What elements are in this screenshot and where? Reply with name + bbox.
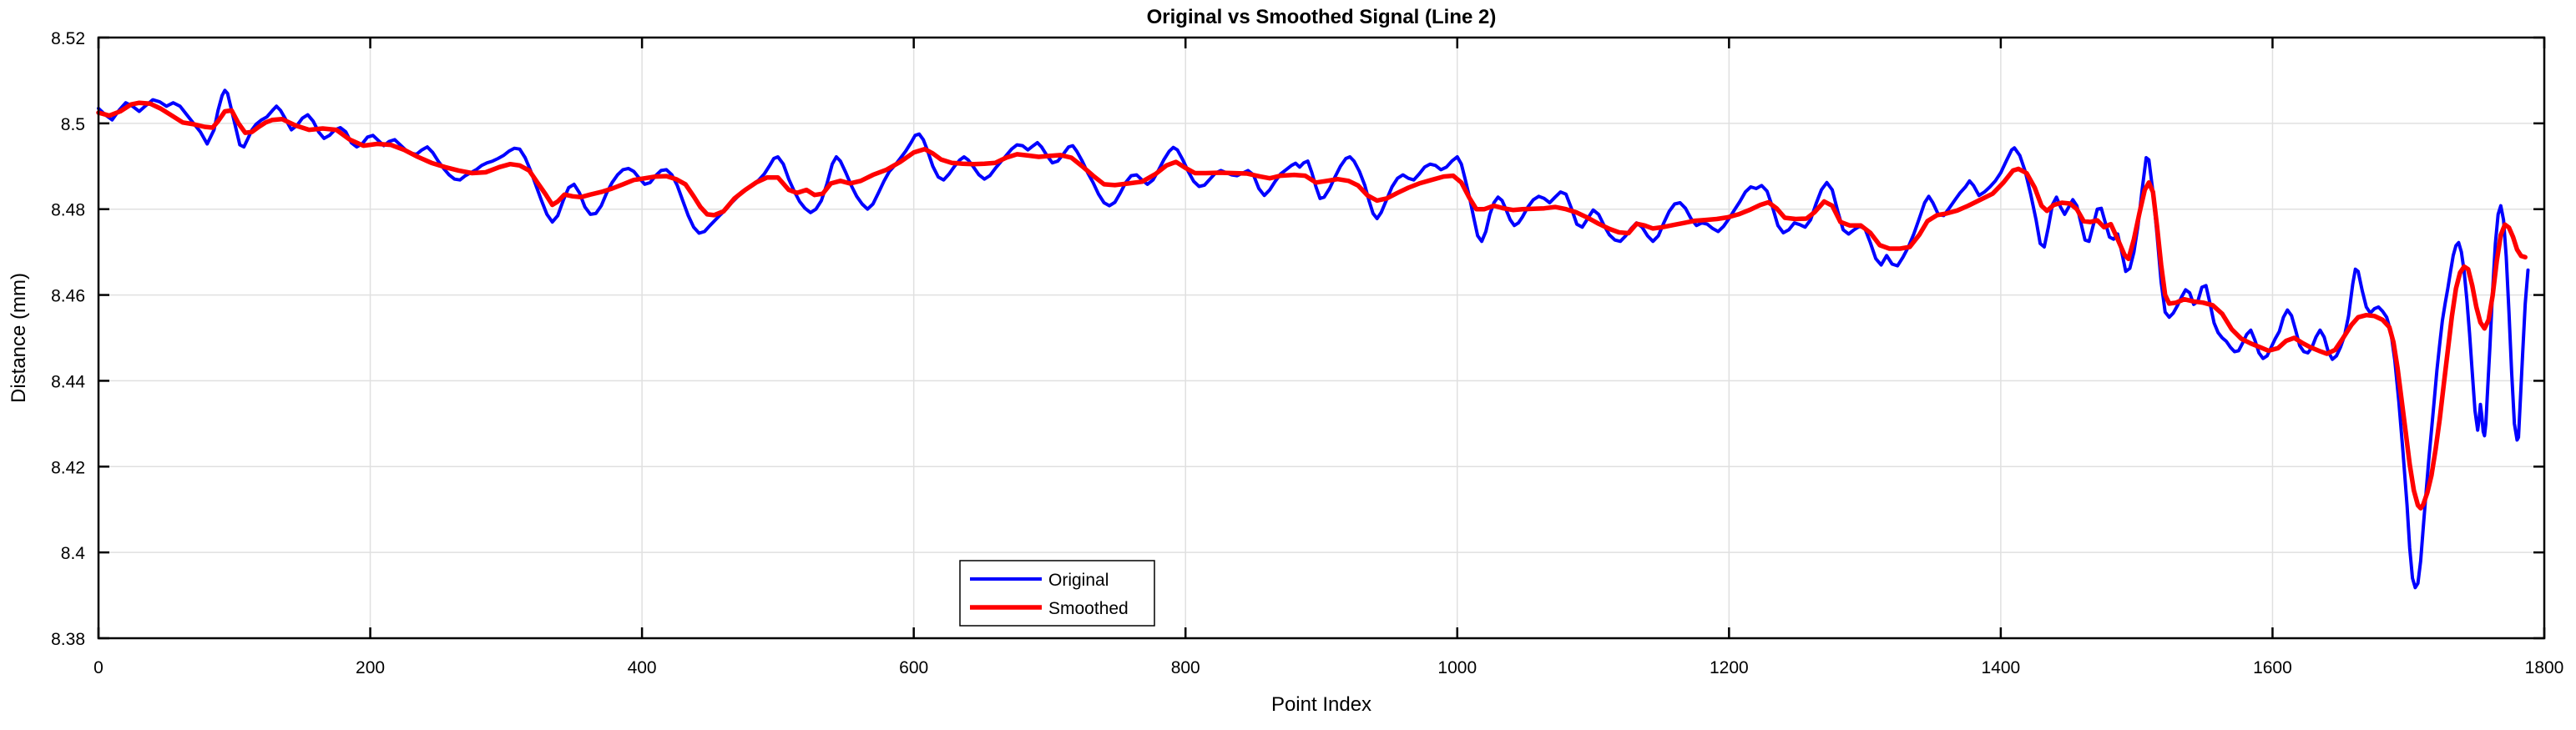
y-tick-label: 8.5 bbox=[61, 115, 85, 134]
x-tick-label: 0 bbox=[93, 658, 104, 677]
x-tick-label: 1800 bbox=[2525, 658, 2564, 677]
y-tick-label: 8.44 bbox=[51, 372, 85, 391]
y-tick-label: 8.48 bbox=[51, 201, 85, 220]
x-tick-label: 1200 bbox=[1710, 658, 1749, 677]
y-tick-label: 8.46 bbox=[51, 287, 85, 306]
legend: Original Smoothed bbox=[959, 560, 1155, 627]
y-tick-label: 8.52 bbox=[51, 29, 85, 48]
gridlines bbox=[98, 37, 2545, 639]
series-smoothed-line bbox=[96, 100, 2528, 511]
tick-labels: 0 200 400 600 800 1000 1200 1400 1600 1800 8.38 8.4… bbox=[51, 29, 2563, 677]
y-axis-label: Distance (mm) bbox=[8, 273, 30, 403]
x-tick-label: 400 bbox=[628, 658, 657, 677]
plot-frame bbox=[97, 36, 2546, 640]
chart-title: Original vs Smoothed Signal (Line 2) bbox=[1147, 6, 1497, 28]
legend-item-original: Original bbox=[970, 571, 1109, 590]
legend-item-smoothed: Smoothed bbox=[970, 599, 1129, 618]
legend-label-original: Original bbox=[1048, 571, 1109, 590]
x-axis-label: Point Index bbox=[1271, 693, 1371, 716]
y-tick-label: 8.38 bbox=[51, 630, 85, 649]
x-tick-label: 800 bbox=[1171, 658, 1200, 677]
legend-label-smoothed: Smoothed bbox=[1048, 599, 1129, 618]
x-tick-label: 600 bbox=[899, 658, 928, 677]
x-tick-label: 1600 bbox=[2253, 658, 2292, 677]
axis-ticks bbox=[97, 36, 2546, 640]
y-tick-label: 8.4 bbox=[61, 544, 86, 563]
series-original-line bbox=[97, 88, 2530, 590]
y-tick-label: 8.42 bbox=[51, 458, 85, 477]
x-tick-label: 200 bbox=[356, 658, 385, 677]
series-lines bbox=[96, 88, 2530, 590]
x-tick-label: 1400 bbox=[1982, 658, 2021, 677]
x-tick-label: 1000 bbox=[1437, 658, 1477, 677]
